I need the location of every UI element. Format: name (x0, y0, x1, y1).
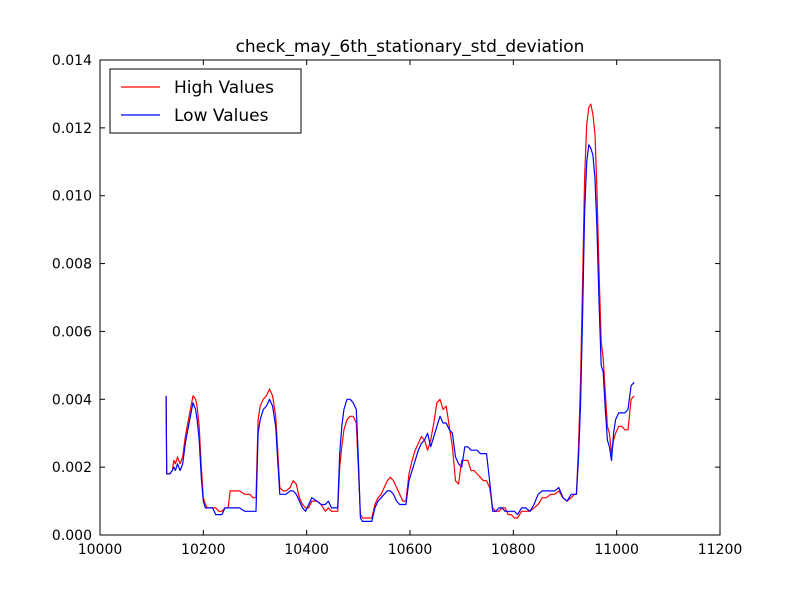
plot-area: 10000 10200 10400 10600 10800 11000 11200 0.000… (52, 53, 742, 558)
legend-frame (109, 68, 302, 134)
y-tick-label: 0.002 (52, 460, 92, 476)
legend-label-high-values: High Values (174, 78, 274, 98)
y-tick-label: 0.004 (52, 392, 92, 408)
chart-title: check_may_6th_stationary_std_deviation (236, 37, 585, 57)
y-tick-label: 0.008 (52, 257, 92, 273)
x-tick-label: 10200 (181, 542, 226, 558)
x-tick-label: 11000 (594, 542, 639, 558)
x-tick-label: 10400 (284, 542, 329, 558)
x-tick-label: 10000 (78, 542, 123, 558)
x-tick-label: 11200 (698, 542, 743, 558)
y-tick-label: 0.000 (52, 528, 92, 544)
x-tick-label: 10800 (491, 542, 536, 558)
y-tick-label: 0.006 (52, 324, 92, 340)
y-tick-label: 0.010 (52, 189, 92, 205)
legend: High Values Low Values (109, 68, 302, 134)
series-line-low-values (165, 144, 635, 523)
y-tick-label: 0.014 (52, 53, 92, 69)
x-tick-label: 10600 (388, 542, 433, 558)
legend-label-low-values: Low Values (174, 106, 269, 126)
y-tick-label: 0.012 (52, 121, 92, 137)
